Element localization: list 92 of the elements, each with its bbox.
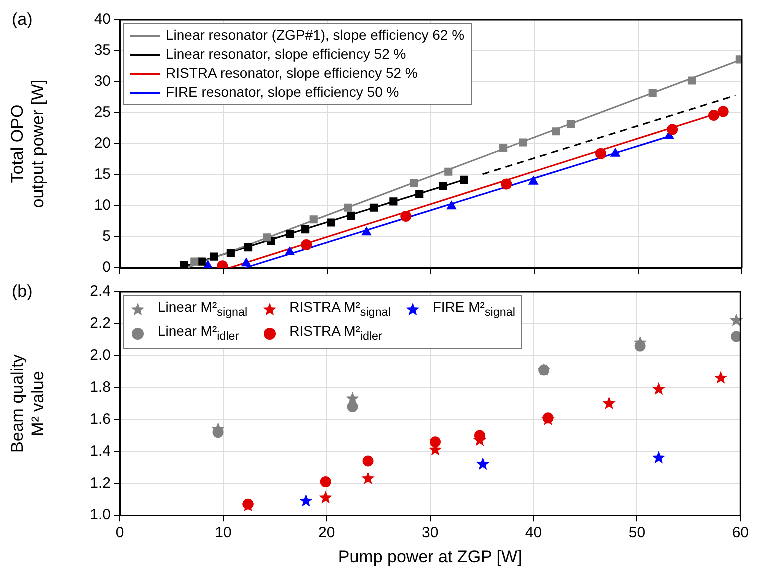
y-tick-label: 1.2: [90, 474, 111, 492]
legend-label: Linear M²$_{idler}$: [158, 322, 240, 345]
point: [439, 182, 448, 190]
point: [652, 382, 666, 396]
point: [301, 240, 312, 251]
point: [244, 244, 253, 252]
y-tick-label: 25: [94, 104, 111, 122]
y-tick-label: 1.8: [90, 378, 111, 396]
point: [242, 258, 252, 267]
x-tick-label: 0: [116, 524, 124, 542]
point: [566, 120, 575, 128]
legend-label: RISTRA M²$_{idler}$: [290, 322, 382, 345]
point: [446, 201, 457, 210]
point: [416, 190, 424, 198]
point: [285, 247, 295, 256]
y-tick-label: 2.2: [90, 315, 111, 332]
y-tick-label: 1.6: [90, 410, 111, 428]
point: [667, 124, 678, 136]
y-tick-label: 40: [94, 11, 111, 28]
x-tick-label: 50: [628, 524, 646, 542]
point: [370, 204, 378, 212]
legend-label: FIRE resonator, slope efficiency 50 %: [166, 83, 400, 102]
x-tick-label: 40: [525, 524, 542, 542]
legend-label: FIRE M²$_{signal}$: [432, 298, 516, 321]
y-axis-title: Beam quality M² value: [8, 354, 48, 453]
y-tick-label: 20: [94, 135, 111, 152]
point: [714, 371, 728, 384]
point: [476, 457, 490, 470]
x-tick-label: 10: [215, 524, 232, 542]
point: [190, 258, 199, 266]
point: [310, 216, 318, 224]
point: [180, 261, 188, 268]
y-axis-title: Total OPO output power [W]: [8, 80, 48, 208]
point: [730, 314, 744, 326]
point: [688, 76, 696, 85]
x-tick-label: 30: [422, 524, 439, 542]
point: [400, 211, 412, 222]
point: [320, 476, 332, 488]
legend-label: Linear resonator, slope efficiency 52 %: [166, 45, 406, 64]
point: [708, 110, 720, 121]
point: [362, 227, 372, 236]
text: (b): [12, 282, 33, 302]
point: [347, 212, 356, 220]
legend-label: RISTRA M²$_{signal}$: [290, 298, 391, 321]
point: [410, 179, 418, 188]
point: [263, 234, 272, 242]
point: [210, 252, 218, 261]
point: [344, 204, 352, 212]
y-tick-label: 2.4: [90, 283, 111, 300]
point: [390, 198, 398, 206]
point: [500, 144, 508, 152]
point: [528, 176, 538, 185]
point: [286, 230, 294, 239]
y-tick-label: 35: [94, 42, 111, 60]
point: [718, 106, 729, 118]
point: [430, 436, 441, 448]
x-axis-title: Pump power at ZGP [W]: [338, 547, 522, 566]
y-tick-label: 1.0: [90, 506, 111, 524]
point: [519, 138, 528, 147]
point: [362, 456, 374, 467]
point: [648, 89, 657, 98]
point: [327, 218, 336, 227]
text: (a): [12, 10, 33, 30]
point: [198, 258, 206, 266]
point: [652, 451, 666, 464]
point: [319, 491, 333, 504]
point: [602, 396, 616, 410]
point: [731, 331, 741, 342]
point: [300, 494, 313, 507]
y-tick-label: 30: [94, 73, 111, 90]
y-tick-label: 5: [102, 228, 111, 246]
legend-label: Linear M²$_{signal}$: [158, 298, 248, 321]
y-tick-label: 0: [102, 259, 111, 276]
point: [460, 176, 468, 184]
x-tick-label: 60: [732, 524, 749, 542]
point: [501, 178, 512, 190]
point: [610, 148, 620, 157]
point: [346, 392, 360, 405]
legend-label: Linear resonator (ZGP#1), slope efficiency 62 %: [166, 26, 465, 45]
y-tick-label: 10: [94, 197, 111, 214]
y-tick-label: 15: [94, 166, 111, 184]
point: [226, 249, 235, 258]
x-tick-label: 20: [318, 524, 336, 542]
y-tick-label: 2.0: [90, 347, 111, 364]
legend-label: RISTRA resonator, slope efficiency 52 %: [166, 64, 418, 83]
point: [362, 472, 375, 485]
point: [347, 401, 358, 412]
point: [444, 168, 453, 176]
y-tick-label: 1.4: [90, 442, 111, 460]
point: [302, 226, 310, 234]
point: [552, 128, 560, 136]
point: [596, 148, 607, 160]
